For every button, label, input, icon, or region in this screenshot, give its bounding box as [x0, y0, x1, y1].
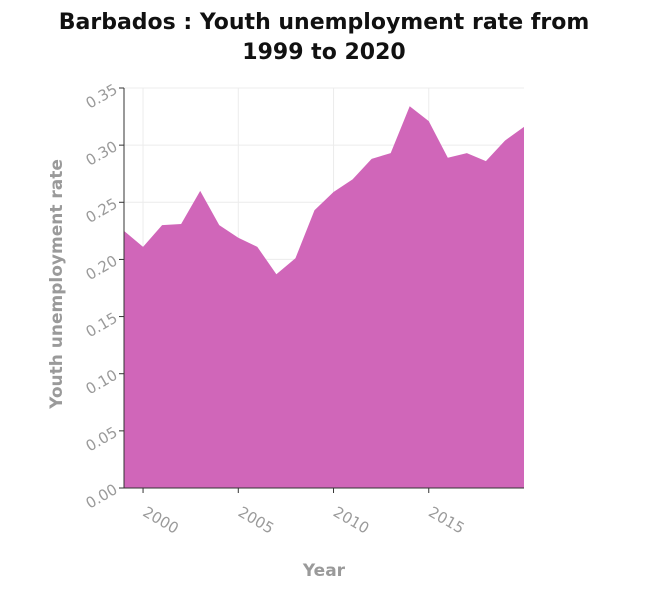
y-tick-label: 0.00 [83, 480, 121, 512]
y-tick-label: 0.10 [83, 366, 121, 398]
y-tick-label: 0.20 [83, 252, 121, 284]
y-tick-label: 0.15 [83, 309, 121, 341]
y-tick-label: 0.05 [83, 423, 121, 455]
y-tick-label: 0.30 [83, 137, 121, 169]
chart-title-line-1: Barbados : Youth unemployment rate from [58, 10, 590, 35]
chart-title: Barbados : Youth unemployment rate from … [0, 8, 648, 68]
x-tick-label: 2005 [235, 503, 277, 538]
axes [119, 87, 524, 493]
y-tick-label: 0.25 [83, 194, 121, 226]
y-tick-label: 0.35 [83, 80, 121, 112]
x-tick-label: 2015 [425, 503, 467, 538]
chart-title-line-2: 1999 to 2020 [242, 40, 406, 65]
area-series [124, 106, 524, 488]
x-tick-label: 2010 [330, 503, 372, 538]
x-tick-label: 2000 [140, 503, 182, 538]
x-axis-label: Year [302, 561, 346, 581]
y-axis-label: Youth unemployment rate [47, 159, 67, 410]
